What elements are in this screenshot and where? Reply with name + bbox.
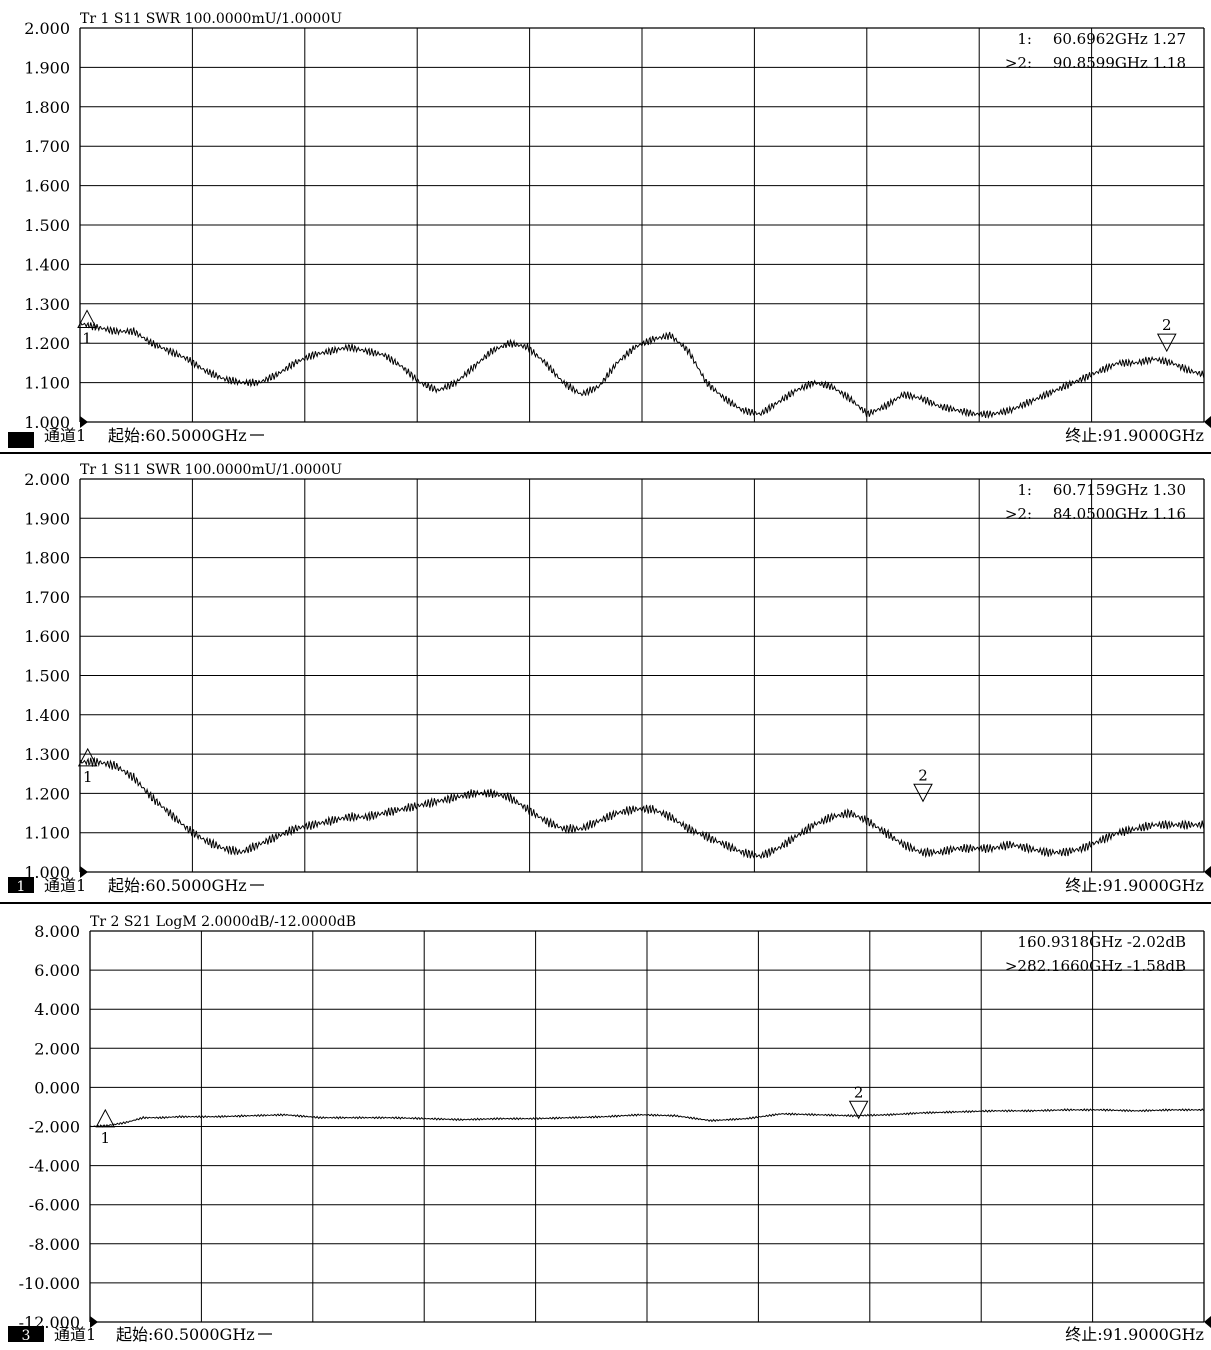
y-tick-label: -2.000: [29, 1118, 80, 1137]
y-tick-label: 4.000: [34, 1000, 80, 1019]
trace-line: [90, 1108, 1205, 1128]
channel-box: [8, 1326, 44, 1342]
marker-readout-value: 60.6962GHz 1.27: [1053, 30, 1186, 48]
y-tick-label: 1.900: [24, 509, 70, 528]
marker-readout-prefix: >2:: [1005, 957, 1032, 975]
channel-label: 通道1: [44, 426, 86, 445]
y-tick-label: 1.000: [24, 413, 70, 432]
channel-box: [8, 877, 34, 893]
y-tick-label: 6.000: [34, 961, 80, 980]
stop-frequency-label: 终止:91.9000GHz: [1065, 876, 1204, 895]
marker-label: 1: [83, 768, 93, 786]
marker-triangle: [95, 1108, 116, 1128]
y-tick-label: 8.000: [34, 922, 80, 941]
y-tick-label: 1.500: [24, 667, 70, 686]
s21-chart: 8.000 6.000 4.000 2.000 0.000 -2.000 -4.000 -6.…: [8, 914, 1211, 1344]
panel-divider: [0, 452, 1211, 454]
start-frequency-label: 起始:60.5000GHz: [116, 1325, 255, 1344]
marker-label: 2: [1162, 316, 1172, 334]
y-tick-label: 2.000: [34, 1039, 80, 1058]
marker-readout-prefix: 1:: [1017, 933, 1032, 951]
marker-triangle: [913, 783, 933, 803]
y-tick-label: 1.300: [24, 745, 70, 764]
reference-arrow-right: [1204, 866, 1211, 878]
reference-arrow-right: [1204, 416, 1211, 428]
y-tick-label: 2.000: [24, 470, 70, 489]
y-tick-label: 1.200: [24, 784, 70, 803]
y-tick-label: 1.600: [24, 627, 70, 646]
marker-readout-value: 84.0500GHz 1.16: [1053, 505, 1186, 523]
reference-arrow-right: [1204, 1316, 1211, 1328]
marker-readout-value: 82.1660GHz -1.58dB: [1027, 957, 1186, 975]
y-tick-label: 2.000: [24, 19, 70, 38]
stop-frequency-label: 终止:91.9000GHz: [1065, 1325, 1204, 1344]
y-tick-label: 1.400: [24, 255, 70, 274]
marker-readout-value: 60.7159GHz 1.30: [1053, 481, 1186, 499]
channel-number: 1: [17, 879, 26, 895]
start-frequency-label: 起始:60.5000GHz: [108, 876, 247, 895]
channel-box: [8, 432, 34, 448]
channel-label: 通道1: [54, 1325, 96, 1344]
y-tick-label: 1.900: [24, 58, 70, 77]
y-tick-label: 1.400: [24, 706, 70, 725]
trace-label: Tr 2 S21 LogM 2.0000dB/-12.0000dB: [90, 914, 356, 930]
y-tick-label: 1.600: [24, 177, 70, 196]
stop-frequency-label: 终止:91.9000GHz: [1065, 426, 1204, 445]
start-frequency-label: 起始:60.5000GHz: [108, 426, 247, 445]
chart-panel-1: 2.000 1.900 1.800 1.700 1.600 1.500 1.400 1.300…: [0, 0, 1211, 452]
trace-label: Tr 1 S11 SWR 100.0000mU/1.0000U: [80, 462, 342, 478]
chart-panel-3: 8.000 6.000 4.000 2.000 0.000 -2.000 -4.000 -6.…: [0, 904, 1211, 1350]
marker-label: 2: [854, 1083, 864, 1101]
marker-label: 1: [82, 329, 92, 347]
y-tick-label: 1.100: [24, 824, 70, 843]
swr-chart-2: 2.000 1.900 1.800 1.700 1.600 1.500 1.400 1.300…: [8, 462, 1211, 895]
y-tick-label: -6.000: [29, 1196, 80, 1215]
reference-arrow-left: [80, 866, 88, 878]
y-tick-label: 1.300: [24, 295, 70, 314]
chart-panel-2: 2.000 1.900 1.800 1.700 1.600 1.500 1.400 1.300…: [0, 454, 1211, 902]
y-tick-label: -10.000: [19, 1274, 80, 1293]
swr-chart-1: 2.000 1.900 1.800 1.700 1.600 1.500 1.400 1.300…: [17, 11, 1211, 445]
marker-readout-prefix: 1:: [1017, 30, 1032, 48]
marker-readout-prefix: >2:: [1005, 54, 1032, 72]
trace-label: Tr 1 S11 SWR 100.0000mU/1.0000U: [80, 11, 342, 27]
y-tick-label: -4.000: [29, 1157, 80, 1176]
reference-arrow-left: [80, 416, 88, 428]
y-tick-label: 1.000: [24, 863, 70, 882]
marker-readout-value: 90.8599GHz 1.18: [1053, 54, 1186, 72]
y-tick-label: 1.200: [24, 334, 70, 353]
channel-label: 通道1: [44, 876, 86, 895]
y-tick-label: 1.800: [24, 98, 70, 117]
marker-triangle: [1156, 333, 1177, 353]
trace-line: [79, 756, 1205, 860]
y-tick-label: 1.100: [24, 374, 70, 393]
reference-arrow-left: [90, 1316, 98, 1328]
marker-triangle: [77, 309, 97, 328]
y-tick-label: 0.000: [34, 1078, 80, 1097]
y-tick-label: 1.700: [24, 137, 70, 156]
marker-label: 2: [918, 766, 928, 784]
panel-divider: [0, 902, 1211, 904]
marker-readout-prefix: 1:: [1017, 481, 1032, 499]
y-tick-label: 1.800: [24, 549, 70, 568]
marker-label: 1: [101, 1129, 111, 1147]
y-tick-label: 1.700: [24, 588, 70, 607]
marker-readout-prefix: >2:: [1005, 505, 1032, 523]
marker-triangle: [77, 747, 98, 767]
channel-number: 3: [22, 1328, 31, 1344]
marker-triangle: [848, 1100, 869, 1120]
y-tick-label: -8.000: [29, 1235, 80, 1254]
marker-readout-value: 60.9318GHz -2.02dB: [1027, 933, 1186, 951]
trace-line: [79, 321, 1205, 420]
y-tick-label: 1.500: [24, 216, 70, 235]
